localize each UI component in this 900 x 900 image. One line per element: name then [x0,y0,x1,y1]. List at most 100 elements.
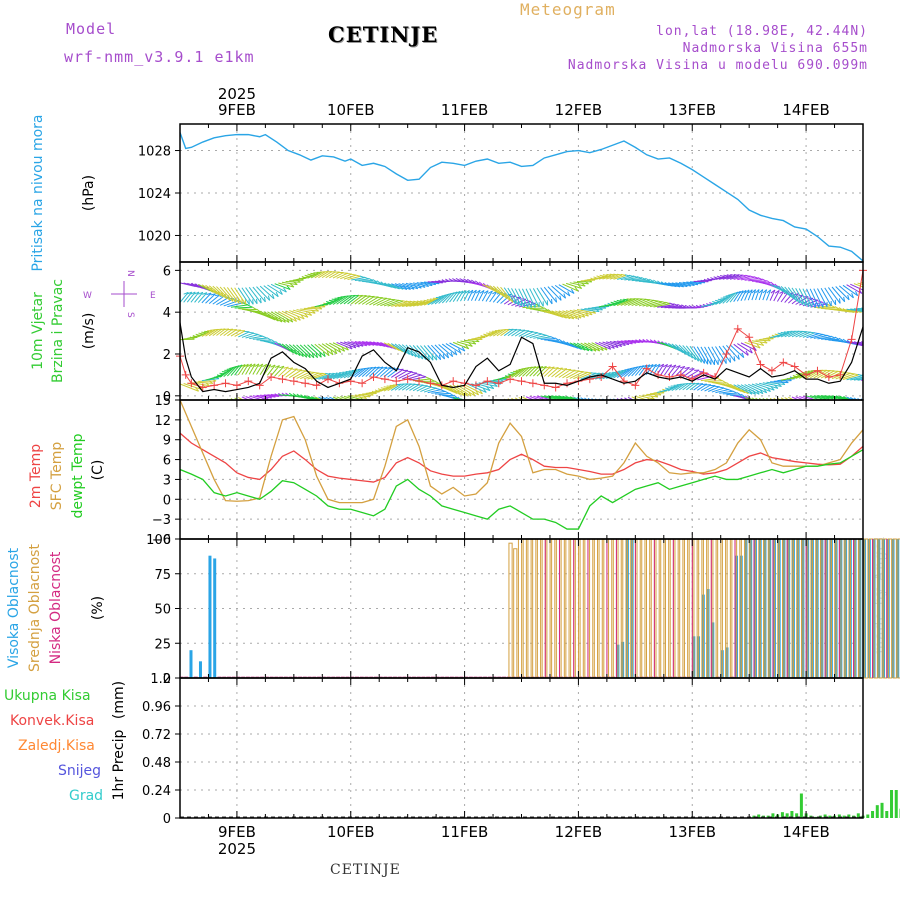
wind-arrow-head [425,376,431,380]
mid-cloud-bar [755,538,760,679]
wind-arrow [467,289,474,301]
wind-arrow [471,399,473,400]
mid-cloud-bar [878,538,883,679]
wind-arrow [675,282,691,287]
wind-arrow [613,369,627,379]
wind-arrow [642,394,658,398]
mid-cloud-bar [740,538,746,679]
wind-arrow-head [494,411,495,416]
wind-arrow-head [274,365,280,368]
wind-arrow-head [416,300,422,303]
wind-arrow [722,392,738,395]
wind-arrow [682,382,692,391]
wind-arrow [416,385,428,392]
wind-arrow [616,369,630,378]
wind-arrow [285,368,298,378]
wind-arrow-head [304,313,309,318]
wind-arrow-head [611,406,613,411]
wind-arrow-head [250,363,256,367]
wind-arrow [635,395,649,400]
wind-arrow [398,343,414,357]
mid-cloud-bar [664,538,670,679]
wind-arrow [463,384,483,395]
wind-arrow-head [759,341,765,346]
wind-arrow [529,288,540,308]
precip-legend-item: Zaledj.Kisa [18,738,95,754]
wind-arrow [362,280,377,283]
wind-arrow-head [738,290,744,294]
wind-arrow [464,339,480,343]
wind-arrow-head [450,351,454,357]
wind-arrow-head [501,410,502,415]
wind-arrow [216,328,226,336]
wind-arrow-head [545,334,551,338]
wind-arrow [398,383,409,391]
wind-arrow-head [206,292,212,296]
wind-arrow [339,295,353,305]
wind-arrow [627,396,635,400]
total-precip-bar [771,813,775,818]
wind-arrow [227,329,237,337]
mid-cloud-bar [546,538,551,679]
gust-marker [779,358,788,367]
wind-arrow [569,282,586,287]
wind-arrow-head [618,406,620,411]
wind-arrow [755,289,760,301]
wind-arrow-head [337,347,342,353]
wind-arrow [489,330,501,337]
mid-cloud-bar [565,538,570,679]
mid-cloud-bar [527,538,532,679]
y-tick-label: 0.48 [142,756,171,771]
wind-arrow [820,370,835,379]
y-tick-label: −6 [152,533,171,548]
wind-arrow-head [186,291,192,295]
wind-arrow-head [259,298,262,304]
wind-arrow-head [430,378,435,382]
wind-arrow [500,293,512,304]
wind-arrow [423,387,437,393]
wind-arrow [209,401,219,418]
wind-arrow-head [869,284,873,287]
wind-arrow [696,346,709,365]
wind-arrow [198,401,208,419]
wind-arrow-head [659,363,664,368]
total-precip-bar [880,802,884,818]
wind-arrow-head [798,372,804,375]
wind-arrow [296,309,316,314]
y-tick-label: 15 [154,394,171,409]
wind-arrow-head [202,292,208,295]
temp-axis-label-3: dewpt Temp [70,433,86,518]
wind-arrow [667,343,684,354]
wind-arrow [314,271,326,279]
wind-arrow [307,272,319,279]
wind-arrow [460,384,479,396]
wind-arrow [340,273,353,280]
wind-arrow [540,287,553,305]
wind-arrow-head [431,386,437,389]
wind-arrow-head [690,382,696,385]
wind-arrow-head [794,403,796,407]
wind-arrow [817,288,828,308]
wind-arrow [460,340,476,345]
wind-arrow [850,308,863,311]
wind-arrow-head [411,372,418,374]
wind-arrow [795,287,807,307]
wind-arrow-head [490,410,491,415]
wind-arrow [562,341,579,349]
wind-arrow [507,328,518,337]
wind-arrow [511,368,524,378]
wind-arrow-head [590,401,593,405]
wind-arrow [463,290,470,302]
wind-arrow [707,386,720,392]
wind-arrow-head [677,303,683,307]
y-tick-label: 1020 [138,229,171,244]
wind-arrow [289,369,303,379]
mid-cloud-bar [608,538,613,679]
wind-arrow-head [783,331,789,333]
wind-arrow [788,330,800,338]
wind-arrow [799,395,811,400]
wind-arrow [281,343,297,355]
wind-arrow [369,297,383,306]
top-date-label: 11FEB [441,101,488,119]
wind-arrow [737,384,756,395]
